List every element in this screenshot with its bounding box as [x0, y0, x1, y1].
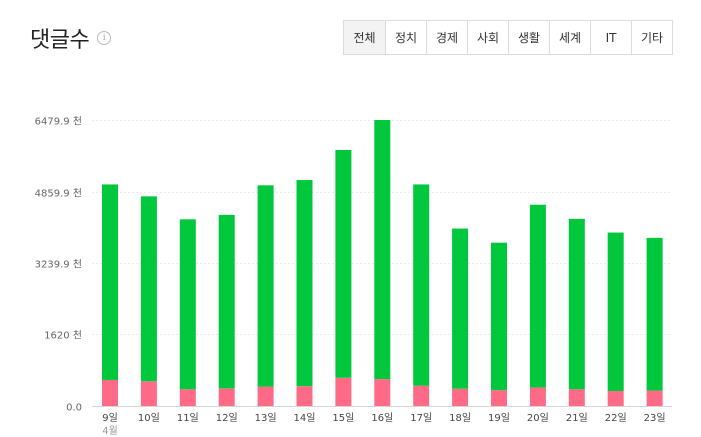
bar-segment-pink: [491, 390, 507, 406]
x-tick-label: 15일: [332, 412, 354, 424]
x-tick-label: 16일: [371, 412, 393, 424]
bar-segment-green: [452, 228, 469, 389]
category-tabs: 전체 정치 경제 사회 생활 세계 IT 기타: [343, 20, 673, 55]
bar-segment-green: [568, 218, 585, 390]
bar-segment-pink: [646, 390, 663, 406]
bar-segment-pink: [257, 386, 274, 406]
bar-segment-pink: [335, 377, 352, 406]
tab-economy[interactable]: 경제: [426, 21, 467, 54]
y-tick-label: 4859.9 천: [35, 188, 82, 200]
info-icon[interactable]: i: [97, 31, 112, 45]
x-tick-label: 13일: [255, 412, 277, 424]
x-tick-label: 9일: [102, 412, 118, 424]
bar-segment-green: [102, 184, 118, 380]
x-tick-label: 20일: [527, 412, 549, 424]
x-tick-label: 18일: [449, 412, 471, 424]
x-tick-label: 12일: [216, 412, 238, 424]
x-sub-label: 4월: [102, 425, 118, 437]
x-tick-label: 17일: [410, 412, 432, 424]
tab-it[interactable]: IT: [590, 21, 631, 54]
bar-segment-pink: [102, 379, 118, 406]
bar-segment-green: [140, 196, 157, 382]
bar-segment-pink: [607, 390, 624, 406]
bar-segment-pink: [218, 388, 235, 406]
bar-segment-green: [607, 232, 624, 391]
page-title: 댓글수: [30, 28, 90, 53]
x-tick-label: 14일: [294, 412, 316, 424]
x-tick-label: 19일: [488, 412, 510, 424]
y-tick-label: 0.0: [66, 403, 82, 414]
tab-all[interactable]: 전체: [344, 21, 385, 54]
bar-segment-green: [335, 150, 352, 378]
bar-segment-green: [257, 185, 274, 387]
bar-segment-pink: [529, 387, 546, 406]
y-tick-label: 1620 천: [44, 330, 82, 342]
x-tick-label: 11일: [177, 412, 199, 424]
x-tick-label: 10일: [138, 412, 160, 424]
x-tick-label: 21일: [566, 412, 588, 424]
bar-segment-pink: [296, 386, 313, 406]
y-tick-label: 6479.9 천: [35, 116, 82, 128]
tab-life[interactable]: 생활: [508, 21, 549, 54]
tab-politics[interactable]: 정치: [385, 21, 426, 54]
bar-segment-green: [646, 237, 663, 391]
bar-segment-pink: [413, 385, 430, 406]
tab-society[interactable]: 사회: [467, 21, 508, 54]
x-tick-label: 22일: [605, 412, 627, 424]
tab-world[interactable]: 세계: [549, 21, 590, 54]
bar-segment-green: [296, 180, 313, 387]
bar-segment-pink: [179, 389, 196, 406]
y-tick-label: 3239.9 천: [35, 259, 82, 271]
x-tick-label: 23일: [644, 412, 666, 424]
chart-header: 댓글수 i: [30, 22, 112, 54]
bar-segment-green: [491, 242, 507, 391]
bar-segment-green: [218, 214, 235, 389]
bar-segment-pink: [140, 381, 157, 406]
bar-segment-pink: [374, 379, 391, 406]
bar-segment-pink: [568, 389, 585, 406]
bar-segment-green: [413, 184, 430, 386]
tab-etc[interactable]: 기타: [631, 21, 672, 54]
bar-segment-pink: [452, 388, 469, 406]
bar-segment-green: [374, 119, 391, 380]
bar-segment-green: [529, 204, 546, 388]
bar-segment-green: [179, 219, 196, 390]
